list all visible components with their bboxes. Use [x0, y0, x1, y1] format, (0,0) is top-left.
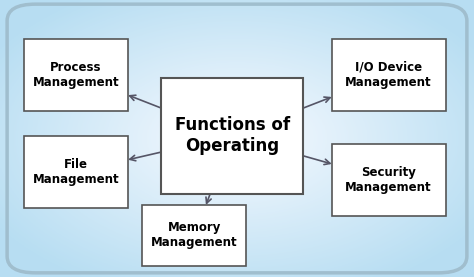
Text: I/O Device
Management: I/O Device Management	[346, 61, 432, 89]
FancyArrowPatch shape	[303, 156, 330, 165]
Text: Memory
Management: Memory Management	[151, 221, 237, 250]
FancyBboxPatch shape	[24, 136, 128, 208]
Text: File
Management: File Management	[33, 158, 119, 186]
FancyBboxPatch shape	[332, 144, 446, 216]
FancyArrowPatch shape	[130, 95, 161, 108]
FancyArrowPatch shape	[206, 194, 211, 203]
FancyBboxPatch shape	[332, 39, 446, 111]
FancyBboxPatch shape	[142, 205, 246, 266]
Text: Security
Management: Security Management	[346, 166, 432, 194]
Text: Functions of
Operating: Functions of Operating	[175, 116, 290, 155]
FancyBboxPatch shape	[24, 39, 128, 111]
FancyArrowPatch shape	[130, 152, 161, 161]
FancyBboxPatch shape	[161, 78, 303, 194]
Text: Process
Management: Process Management	[33, 61, 119, 89]
FancyArrowPatch shape	[303, 97, 330, 108]
